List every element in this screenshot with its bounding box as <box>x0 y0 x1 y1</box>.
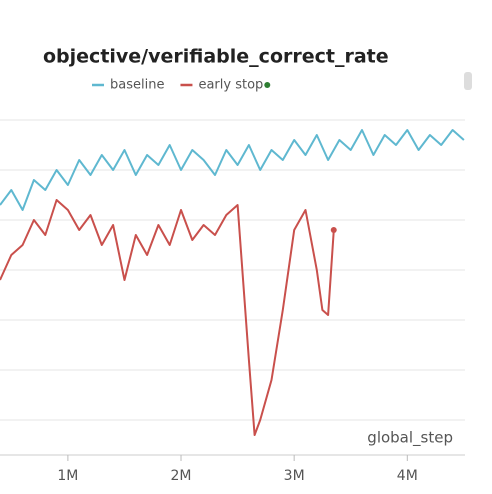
x-axis-label: global_step <box>367 429 453 448</box>
line <box>0 129 465 211</box>
x-tick-label: 2M <box>171 468 192 484</box>
legend-label: baseline <box>110 78 164 93</box>
scroll-icon <box>464 72 472 90</box>
chart-title: objective/verifiable_correct_rate <box>43 46 389 68</box>
x-tick-label: 1M <box>57 468 78 484</box>
x-tick-label: 4M <box>397 468 418 484</box>
legend-dot <box>264 82 271 88</box>
x-tick-label: 3M <box>284 468 305 484</box>
legend-label: early stop <box>198 78 263 93</box>
line <box>0 199 335 436</box>
end-dot <box>330 227 337 233</box>
x-label-bg <box>355 426 457 448</box>
